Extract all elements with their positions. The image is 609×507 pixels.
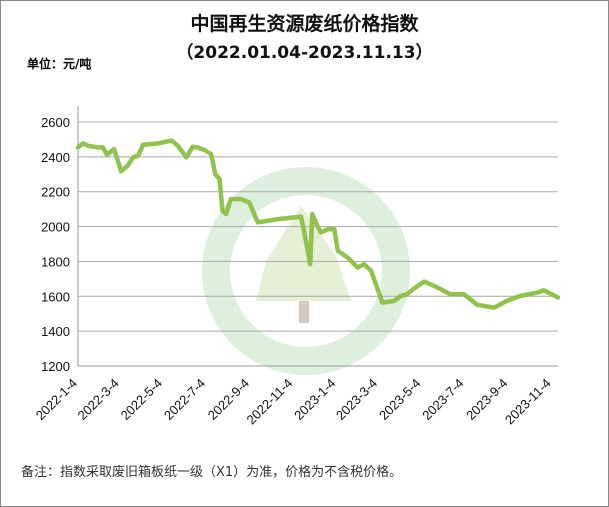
chart-note: 备注：指数采取废旧箱板纸一级（X1）为准，价格为不含税价格。 (21, 465, 403, 480)
x-tick-label: 2023-5-4 (376, 376, 423, 423)
x-tick-label: 2023-7-4 (419, 376, 466, 423)
watermark-ring (202, 167, 410, 375)
y-tick-label: 2600 (41, 115, 70, 130)
y-tick-label: 2200 (41, 185, 70, 200)
y-tick-label: 1200 (41, 359, 70, 374)
unit-label: 单位：元/吨 (27, 57, 92, 71)
x-tick-label: 2023-3-4 (333, 376, 380, 423)
chart-subtitle: （2022.01.04-2023.11.13） (176, 43, 433, 63)
x-tick-label: 2022-1-4 (33, 376, 80, 423)
chart-title: 中国再生资源废纸价格指数 (190, 13, 419, 35)
x-tick-label: 2022-11-4 (244, 376, 296, 428)
price-index-line (75, 138, 561, 310)
y-tick-label: 1800 (41, 254, 70, 269)
x-tick-label: 2022-3-4 (74, 376, 121, 423)
y-tick-label: 1600 (41, 289, 70, 304)
watermark-trunk (299, 301, 309, 323)
x-tick-label: 2022-7-4 (161, 376, 208, 423)
x-tick-label: 2023-11-4 (502, 376, 554, 428)
x-tick-label: 2023-1-4 (291, 376, 338, 423)
y-tick-label: 2400 (41, 150, 70, 165)
x-tick-label: 2022-5-4 (118, 376, 165, 423)
watermark-tree-icon (256, 206, 351, 301)
y-tick-label: 1400 (41, 324, 70, 339)
y-tick-label: 2000 (41, 220, 70, 235)
